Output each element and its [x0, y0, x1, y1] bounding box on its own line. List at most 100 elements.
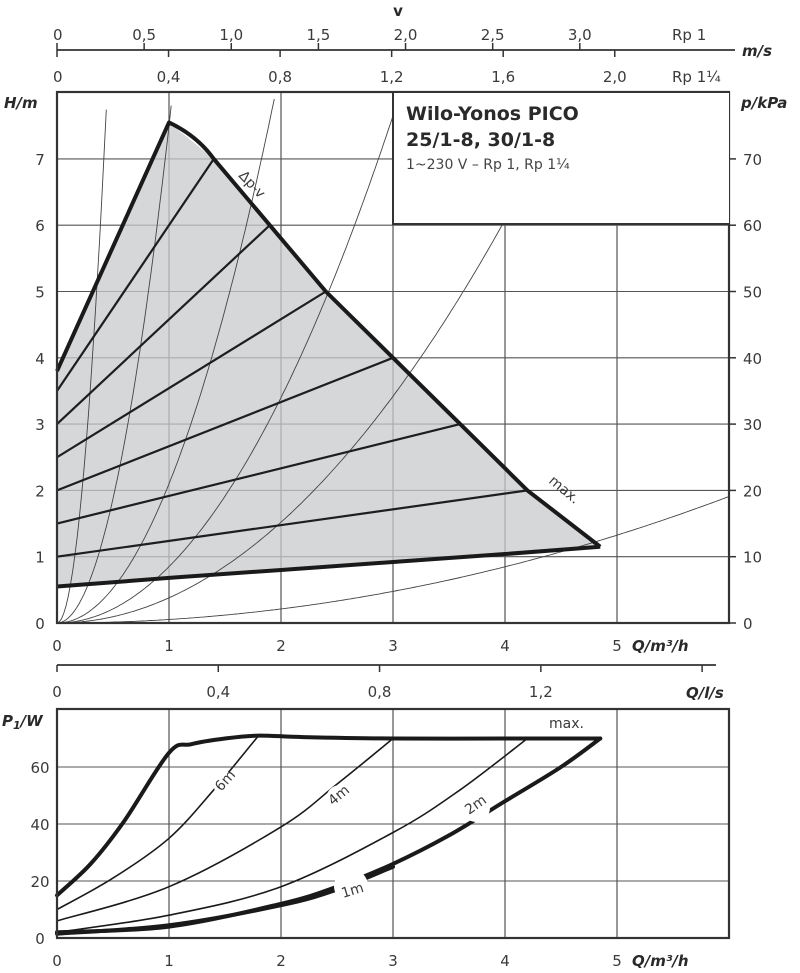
- system-curves: [56, 94, 730, 624]
- velocity-tick-label: 2,5: [481, 26, 505, 44]
- min-curve: [56, 544, 601, 589]
- flow-tick-label-bottom: 2: [276, 952, 286, 970]
- flow-tick-label: 3: [388, 637, 398, 655]
- pressure-tick-label: 30: [743, 416, 762, 434]
- velocity-tick-label: 2,0: [603, 68, 627, 86]
- power-tick-label: 60: [30, 759, 49, 777]
- velocity-axis-unit: m/s: [742, 42, 772, 60]
- max-curve: [55, 120, 602, 549]
- pressure-tick-label: 10: [743, 549, 762, 567]
- system-curve-system-4: [57, 95, 401, 624]
- head-tick-label: 7: [35, 151, 45, 169]
- power-curve-2m: [56, 737, 529, 934]
- flow-tick-label-bottom: 3: [388, 952, 398, 970]
- title-box: Wilo-Yonos PICO 25/1-8, 30/1-8 1~230 V – …: [392, 93, 729, 225]
- system-curve-system-6: [57, 496, 730, 624]
- power-tick-label: 40: [30, 816, 49, 834]
- flow-ls-tick-label: 0,8: [368, 683, 392, 701]
- flow-ls-tick-label: 0,4: [206, 683, 230, 701]
- power-chart-frame: [55, 707, 731, 940]
- flow-axis-title-bottom: Q/m³/h: [632, 952, 689, 970]
- power-chart-ticks: 0 20 40 60 0 1 2 3 4 5: [30, 759, 621, 970]
- chart-title: Wilo-Yonos PICO: [406, 103, 579, 125]
- flow-tick-label-bottom: 1: [164, 952, 174, 970]
- flow-ls-axis: 0 0,4 0,8 1,2: [52, 664, 716, 701]
- pipe-label-rp114: Rp 1¼: [672, 68, 721, 86]
- pressure-tick-label: 40: [743, 350, 762, 368]
- velocity-axis-title: v: [393, 2, 403, 20]
- flow-tick-label: 4: [500, 637, 510, 655]
- flow-ls-axis-title: Q/l/s: [686, 684, 724, 702]
- power-tick-label: 0: [35, 930, 45, 948]
- power-curve-max-lower: [55, 736, 603, 935]
- flow-tick-label: 2: [276, 637, 286, 655]
- velocity-tick-label: 0: [53, 26, 63, 44]
- pressure-tick-label: 70: [743, 151, 762, 169]
- label-gap: [462, 794, 490, 822]
- velocity-tick-label: 0: [53, 68, 63, 86]
- chart-title-models: 25/1-8, 30/1-8: [406, 129, 556, 151]
- velocity-tick-label: 1,0: [219, 26, 243, 44]
- system-curve-system-3: [56, 98, 275, 624]
- flow-tick-label: 0: [52, 637, 62, 655]
- pressure-axis-title: p/kPa: [740, 94, 787, 112]
- label-gap: [326, 785, 354, 813]
- flow-ls-tick-label: 0: [52, 683, 62, 701]
- head-tick-label: 1: [35, 549, 45, 567]
- flow-axis-title-top: Q/m³/h: [632, 637, 689, 655]
- flow-tick-label-bottom: 4: [500, 952, 510, 970]
- head-tick-label: 5: [35, 284, 45, 302]
- velocity-tick-label: 1,6: [491, 68, 515, 86]
- pressure-tick-label: 60: [743, 217, 762, 235]
- flow-tick-label-bottom: 0: [52, 952, 62, 970]
- power-label-1m: 1m: [339, 880, 365, 902]
- pressure-tick-label: 0: [743, 615, 753, 633]
- power-chart-border: [55, 707, 731, 940]
- flow-tick-label: 1: [164, 637, 174, 655]
- velocity-axes: 0 0,5 1,0 1,5 2,0 2,5 3,0 0 0,4 0,8 1,2 1,6 2,0: [53, 26, 735, 93]
- power-label-max: max.: [549, 716, 584, 732]
- head-tick-label: 3: [35, 416, 45, 434]
- operating-field-area: [57, 122, 601, 587]
- power-curve-4m: [56, 737, 394, 922]
- head-axis-title: H/m: [4, 94, 38, 112]
- head-tick-label: 2: [35, 482, 45, 500]
- head-tick-label: 0: [35, 615, 45, 633]
- pressure-tick-label: 20: [743, 482, 762, 500]
- velocity-tick-label: 0,4: [157, 68, 181, 86]
- control-line-dp-v-2m: [56, 489, 528, 558]
- pressure-tick-label: 50: [743, 284, 762, 302]
- head-tick-label: 6: [35, 217, 45, 235]
- control-line-dp-v-3m: [56, 423, 461, 525]
- system-curve-system-2: [56, 105, 172, 624]
- velocity-tick-label: 2,0: [394, 26, 418, 44]
- power-curve-6m: [56, 734, 260, 911]
- chart-subtitle: 1~230 V – Rp 1, Rp 1¼: [406, 157, 570, 173]
- power-axis-title: P1/W: [2, 712, 44, 732]
- flow-ls-tick-label: 1,2: [529, 683, 553, 701]
- operating-field: [57, 122, 601, 587]
- label-gap: [214, 772, 242, 800]
- power-tick-label: 20: [30, 873, 49, 891]
- label-gap: [334, 869, 368, 903]
- velocity-tick-label: 1,2: [380, 68, 404, 86]
- head-tick-label: 4: [35, 350, 45, 368]
- control-lines: [55, 120, 602, 589]
- power-curves: [55, 733, 603, 936]
- flow-tick-label-bottom: 5: [612, 952, 622, 970]
- control-line-dp-v-5m: [56, 290, 327, 459]
- control-line-dp-v-6m: [56, 224, 271, 425]
- system-curve-system-1: [56, 109, 107, 624]
- flow-tick-label: 5: [612, 637, 622, 655]
- velocity-tick-label: 0,8: [268, 68, 292, 86]
- velocity-tick-label: 1,5: [306, 26, 330, 44]
- pipe-label-rp1: Rp 1: [672, 26, 706, 44]
- control-line-dp-v-7m: [56, 158, 215, 392]
- control-line-dp-v-4m: [56, 356, 394, 492]
- power-curve-max-: [55, 733, 603, 898]
- system-curve-system-5: [57, 94, 571, 624]
- velocity-tick-label: 3,0: [568, 26, 592, 44]
- power-chart-grid: [57, 709, 729, 938]
